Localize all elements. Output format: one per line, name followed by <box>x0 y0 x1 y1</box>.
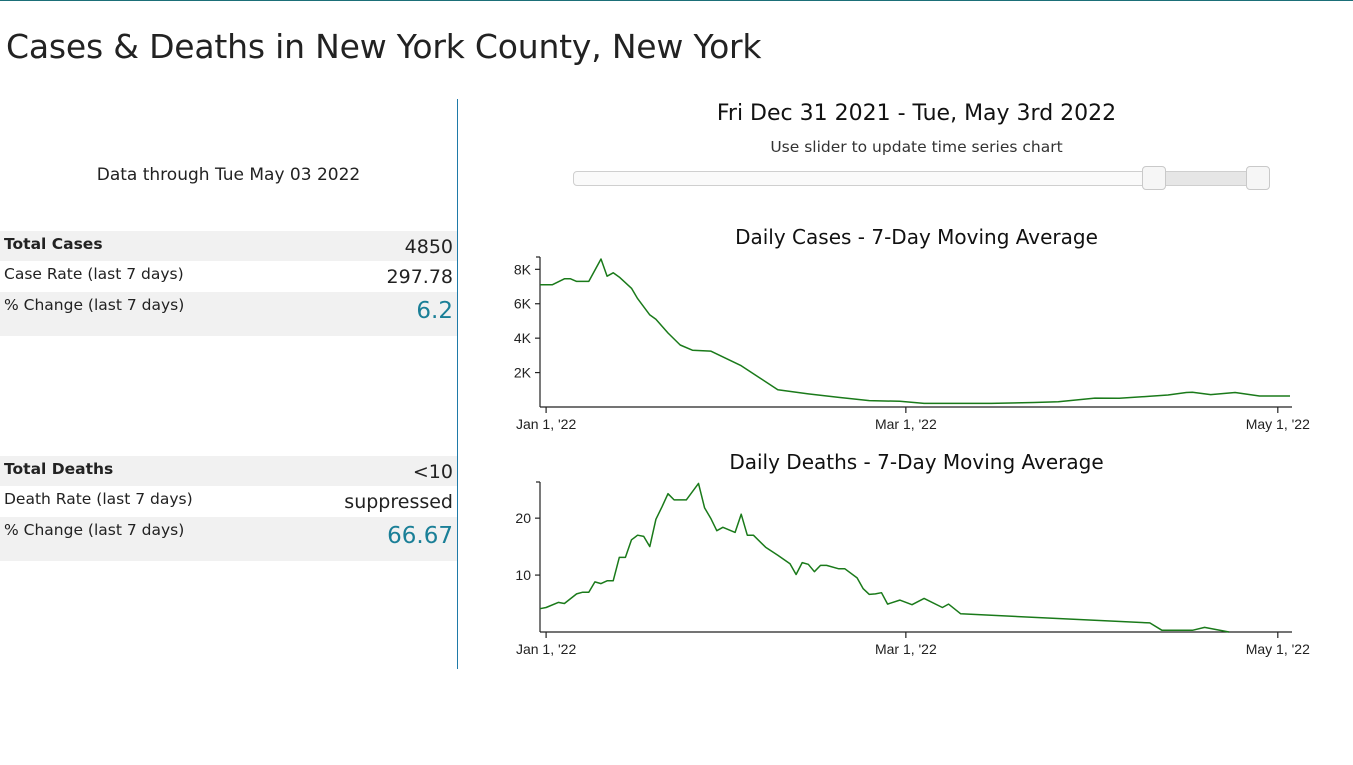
panel-divider <box>457 99 458 669</box>
total-deaths-value: <10 <box>412 461 453 483</box>
death-rate-row: Death Rate (last 7 days) suppressed <box>0 486 457 517</box>
deaths-x-tick-label: May 1, '22 <box>1246 641 1310 657</box>
cases-summary-table: Total Cases 4850 Case Rate (last 7 days)… <box>0 231 457 336</box>
cases-chart: 2K 4K 6K 8K Jan 1, '22 Mar 1, '22 May 1, '22 <box>514 256 1310 432</box>
case-change-row: % Change (last 7 days) 6.2 <box>0 292 457 336</box>
deaths-chart: 10 20 Jan 1, '22 Mar 1, '22 May 1, '22 <box>515 481 1310 657</box>
cases-y-tick-label: 8K <box>514 261 532 277</box>
death-change-row: % Change (last 7 days) 66.67 <box>0 517 457 561</box>
date-range-end-handle[interactable] <box>1246 166 1270 190</box>
death-change-label: % Change (last 7 days) <box>4 521 185 539</box>
total-deaths-row: Total Deaths <10 <box>0 456 457 486</box>
case-change-label: % Change (last 7 days) <box>4 296 185 314</box>
case-rate-row: Case Rate (last 7 days) 297.78 <box>0 261 457 292</box>
date-range-slider-selection[interactable] <box>1154 172 1259 185</box>
cases-x-tick-label: Jan 1, '22 <box>516 416 576 432</box>
cases-x-tick-label: Mar 1, '22 <box>875 416 937 432</box>
cases-x-tick-label: May 1, '22 <box>1246 416 1310 432</box>
deaths-x-tick-label: Jan 1, '22 <box>516 641 576 657</box>
date-range-title: Fri Dec 31 2021 - Tue, May 3rd 2022 <box>716 101 1117 126</box>
case-rate-value: 297.78 <box>386 266 453 288</box>
case-rate-label: Case Rate (last 7 days) <box>4 265 184 283</box>
deaths-y-tick-label: 20 <box>515 510 531 526</box>
cases-chart-title: Daily Cases - 7-Day Moving Average <box>735 225 1098 249</box>
deaths-series-line <box>539 482 1230 633</box>
data-through-label: Data through Tue May 03 2022 <box>96 165 361 185</box>
page-title: Cases & Deaths in New York County, New Y… <box>6 27 762 66</box>
total-deaths-label: Total Deaths <box>4 460 114 478</box>
death-rate-label: Death Rate (last 7 days) <box>4 490 193 508</box>
deaths-summary-table: Total Deaths <10 Death Rate (last 7 days… <box>0 456 457 561</box>
cases-series-line <box>540 258 1290 405</box>
slider-hint: Use slider to update time series chart <box>770 138 1063 156</box>
case-change-value: 6.2 <box>416 298 453 324</box>
cases-y-tick-label: 4K <box>514 330 532 346</box>
deaths-y-tick-label: 10 <box>515 567 531 583</box>
deaths-chart-title: Daily Deaths - 7-Day Moving Average <box>729 450 1104 474</box>
cases-y-tick-label: 6K <box>514 296 532 312</box>
death-change-value: 66.67 <box>387 523 453 549</box>
date-range-slider-track[interactable] <box>573 171 1270 186</box>
total-cases-label: Total Cases <box>4 235 103 253</box>
total-cases-value: 4850 <box>404 236 453 258</box>
summary-panel: Data through Tue May 03 2022 Total Cases… <box>0 99 457 669</box>
deaths-x-tick-label: Mar 1, '22 <box>875 641 937 657</box>
date-range-start-handle[interactable] <box>1141 166 1166 190</box>
cases-y-tick-label: 2K <box>514 365 532 381</box>
total-cases-row: Total Cases 4850 <box>0 231 457 261</box>
death-rate-value: suppressed <box>344 491 453 513</box>
